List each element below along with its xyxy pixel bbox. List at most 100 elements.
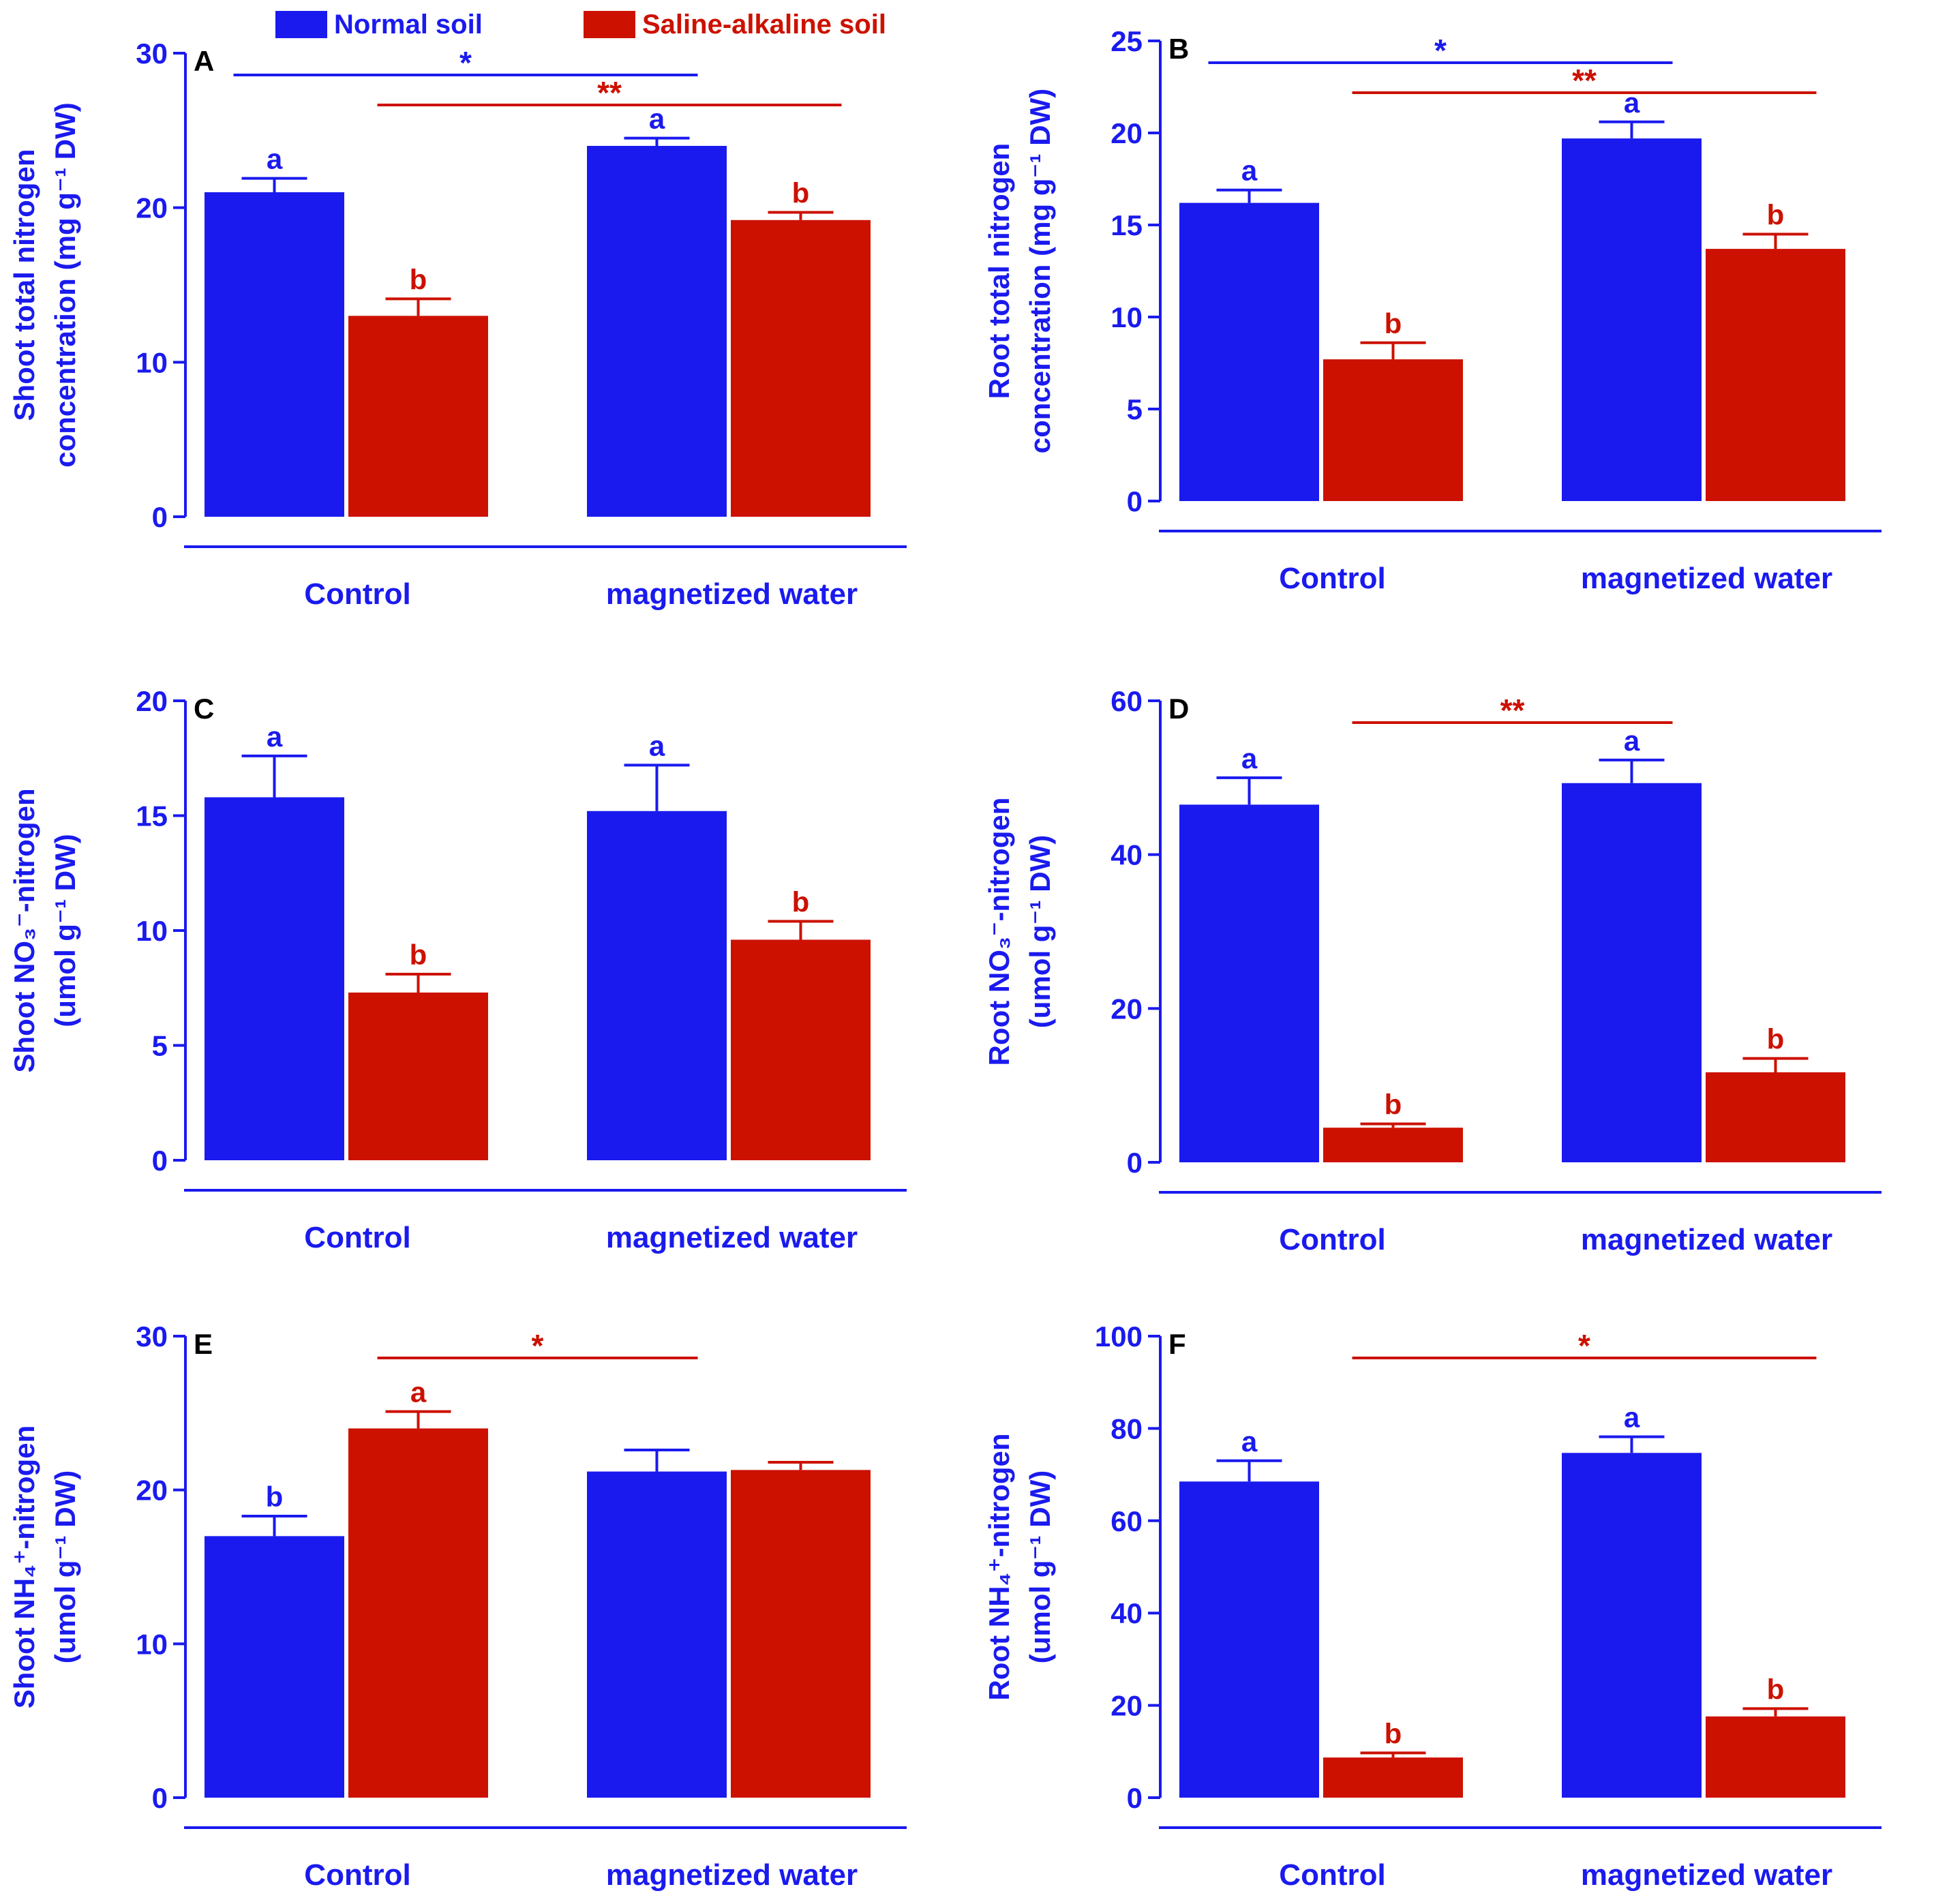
significance-letter-c-control-normal-soil: a — [267, 721, 283, 753]
category-label-a-magnetized-water: magnetized water — [606, 577, 858, 611]
significance-letter-a-magnetized-water-normal-soil: a — [649, 103, 665, 135]
chart-panel-e: 0 10 20 30 Shoot NH₄⁺-nitrogen (umol g⁻¹ DW) E… — [8, 1320, 907, 1892]
legend-label-normal-soil: Normal soil — [334, 10, 483, 40]
bar-e-control-saline-alkaline-soil — [348, 1428, 488, 1798]
bar-d-magnetized-water-saline-alkaline-soil — [1706, 1072, 1845, 1162]
chart-panel-f: 0 20 40 60 80 100 Root NH₄⁺-nitrogen (umol g⁻¹ … — [983, 1320, 1882, 1892]
category-label-f-control: Control — [1279, 1858, 1385, 1892]
panel-letter-a: A — [194, 45, 214, 77]
bar-b-control-normal-soil — [1179, 202, 1319, 501]
legend-swatch-normal-soil — [275, 11, 327, 38]
y-tick-label-a-2: 20 — [136, 192, 168, 224]
y-tick-label-f-3: 60 — [1111, 1505, 1143, 1537]
significance-letter-d-magnetized-water-saline-alkaline-soil: b — [1767, 1023, 1785, 1055]
significance-letter-b-magnetized-water-normal-soil: a — [1624, 87, 1640, 119]
comparison-label-b-1: ** — [1572, 63, 1597, 98]
significance-letter-c-magnetized-water-normal-soil: a — [649, 729, 665, 761]
y-axis-label-line2-f: (umol g⁻¹ DW) — [1024, 1470, 1056, 1663]
bar-e-magnetized-water-normal-soil — [587, 1471, 727, 1798]
significance-letter-a-control-saline-alkaline-soil: b — [410, 263, 427, 295]
y-axis-label-line1-a: Shoot total nitrogen — [8, 149, 40, 421]
significance-letter-c-control-saline-alkaline-soil: b — [410, 939, 427, 971]
category-label-c-magnetized-water: magnetized water — [606, 1221, 858, 1254]
y-tick-label-b-1: 5 — [1127, 393, 1143, 425]
significance-letter-a-magnetized-water-saline-alkaline-soil: b — [792, 177, 810, 209]
significance-letter-d-magnetized-water-normal-soil: a — [1624, 725, 1640, 757]
y-tick-label-b-3: 15 — [1111, 209, 1143, 241]
bar-c-magnetized-water-normal-soil — [587, 811, 727, 1160]
y-axis-label-line1-b: Root total nitrogen — [983, 143, 1015, 399]
bar-a-magnetized-water-saline-alkaline-soil — [731, 220, 871, 517]
chart-panel-c: 0 5 10 15 20 Shoot NO₃⁻-nitrogen (umol g⁻¹ DW)… — [8, 685, 907, 1254]
y-axis-label-line2-e: (umol g⁻¹ DW) — [49, 1470, 81, 1663]
panel-letter-f: F — [1168, 1328, 1186, 1360]
y-axis-label-line2-d: (umol g⁻¹ DW) — [1024, 835, 1056, 1028]
legend: Normal soil Saline-alkaline soil — [0, 0, 1949, 82]
y-tick-label-f-5: 100 — [1095, 1320, 1143, 1353]
bar-b-control-saline-alkaline-soil — [1323, 359, 1463, 501]
significance-letter-f-magnetized-water-saline-alkaline-soil: b — [1767, 1673, 1785, 1705]
y-tick-label-f-1: 20 — [1111, 1690, 1143, 1722]
y-tick-label-d-2: 40 — [1111, 839, 1143, 871]
significance-letter-f-control-saline-alkaline-soil: b — [1385, 1717, 1402, 1749]
y-tick-label-f-2: 40 — [1111, 1597, 1143, 1629]
comparison-label-a-0: * — [459, 45, 472, 80]
panel-letter-c: C — [194, 693, 214, 725]
bar-f-control-normal-soil — [1179, 1481, 1319, 1798]
comparison-label-f-0: * — [1578, 1328, 1590, 1363]
significance-letter-c-magnetized-water-saline-alkaline-soil: b — [792, 886, 810, 918]
category-label-e-magnetized-water: magnetized water — [606, 1858, 858, 1892]
comparison-label-a-1: ** — [597, 75, 622, 110]
significance-letter-e-control-saline-alkaline-soil: a — [410, 1376, 427, 1408]
bar-d-control-saline-alkaline-soil — [1323, 1128, 1463, 1162]
category-label-e-control: Control — [304, 1858, 410, 1892]
y-tick-label-a-3: 30 — [136, 37, 168, 70]
bar-d-control-normal-soil — [1179, 804, 1319, 1162]
significance-letter-b-control-normal-soil: a — [1241, 155, 1258, 187]
bar-f-magnetized-water-normal-soil — [1562, 1453, 1702, 1798]
y-tick-label-e-3: 30 — [136, 1320, 168, 1353]
category-label-d-control: Control — [1279, 1223, 1385, 1256]
chart-panel-b: 0 5 10 15 20 25 Root total nitrogen concentrati… — [983, 25, 1882, 595]
bar-f-control-saline-alkaline-soil — [1323, 1757, 1463, 1798]
legend-swatch-saline-alkaline-soil — [584, 11, 635, 38]
significance-letter-b-magnetized-water-saline-alkaline-soil: b — [1767, 199, 1785, 231]
y-tick-label-d-0: 0 — [1127, 1147, 1143, 1179]
y-tick-label-c-2: 10 — [136, 915, 168, 947]
y-tick-label-c-3: 15 — [136, 800, 168, 832]
bar-c-control-saline-alkaline-soil — [348, 992, 488, 1160]
y-axis-label-line1-c: Shoot NO₃⁻-nitrogen — [8, 788, 40, 1072]
significance-letter-f-magnetized-water-normal-soil: a — [1624, 1402, 1640, 1434]
comparison-label-b-0: * — [1434, 33, 1447, 68]
y-axis-label-line1-e: Shoot NH₄⁺-nitrogen — [8, 1425, 40, 1708]
y-tick-label-a-0: 0 — [152, 501, 168, 533]
bar-d-magnetized-water-normal-soil — [1562, 783, 1702, 1162]
bar-e-magnetized-water-saline-alkaline-soil — [731, 1470, 871, 1798]
y-axis-label-line2-a: concentration (mg g⁻¹ DW) — [49, 102, 81, 467]
bar-e-control-normal-soil — [205, 1536, 344, 1798]
y-tick-label-b-0: 0 — [1127, 485, 1143, 517]
bar-a-magnetized-water-normal-soil — [587, 146, 727, 517]
y-tick-label-e-1: 10 — [136, 1628, 168, 1660]
y-tick-label-c-0: 0 — [152, 1145, 168, 1177]
bar-c-control-normal-soil — [205, 797, 344, 1160]
comparison-label-d-0: ** — [1500, 693, 1525, 728]
y-tick-label-f-0: 0 — [1127, 1782, 1143, 1814]
panel-letter-e: E — [194, 1328, 213, 1360]
bar-b-magnetized-water-normal-soil — [1562, 138, 1702, 502]
chart-panel-d: 0 20 40 60 Root NO₃⁻-nitrogen (umol g⁻¹ DW) Da… — [983, 685, 1882, 1256]
bar-a-control-saline-alkaline-soil — [348, 316, 488, 517]
y-tick-label-d-1: 20 — [1111, 993, 1143, 1025]
y-tick-label-c-4: 20 — [136, 685, 168, 717]
y-tick-label-e-2: 20 — [136, 1475, 168, 1507]
significance-letter-f-control-normal-soil: a — [1241, 1425, 1258, 1457]
significance-letter-d-control-normal-soil: a — [1241, 742, 1258, 774]
y-axis-label-line1-d: Root NO₃⁻-nitrogen — [983, 798, 1015, 1066]
y-tick-label-b-5: 25 — [1111, 25, 1143, 57]
category-label-c-control: Control — [304, 1221, 410, 1254]
legend-label-saline-alkaline-soil: Saline-alkaline soil — [642, 10, 886, 40]
category-label-f-magnetized-water: magnetized water — [1581, 1858, 1832, 1892]
y-tick-label-f-4: 80 — [1111, 1412, 1143, 1445]
bar-a-control-normal-soil — [205, 192, 344, 517]
y-axis-label-line1-f: Root NH₄⁺-nitrogen — [983, 1433, 1015, 1700]
